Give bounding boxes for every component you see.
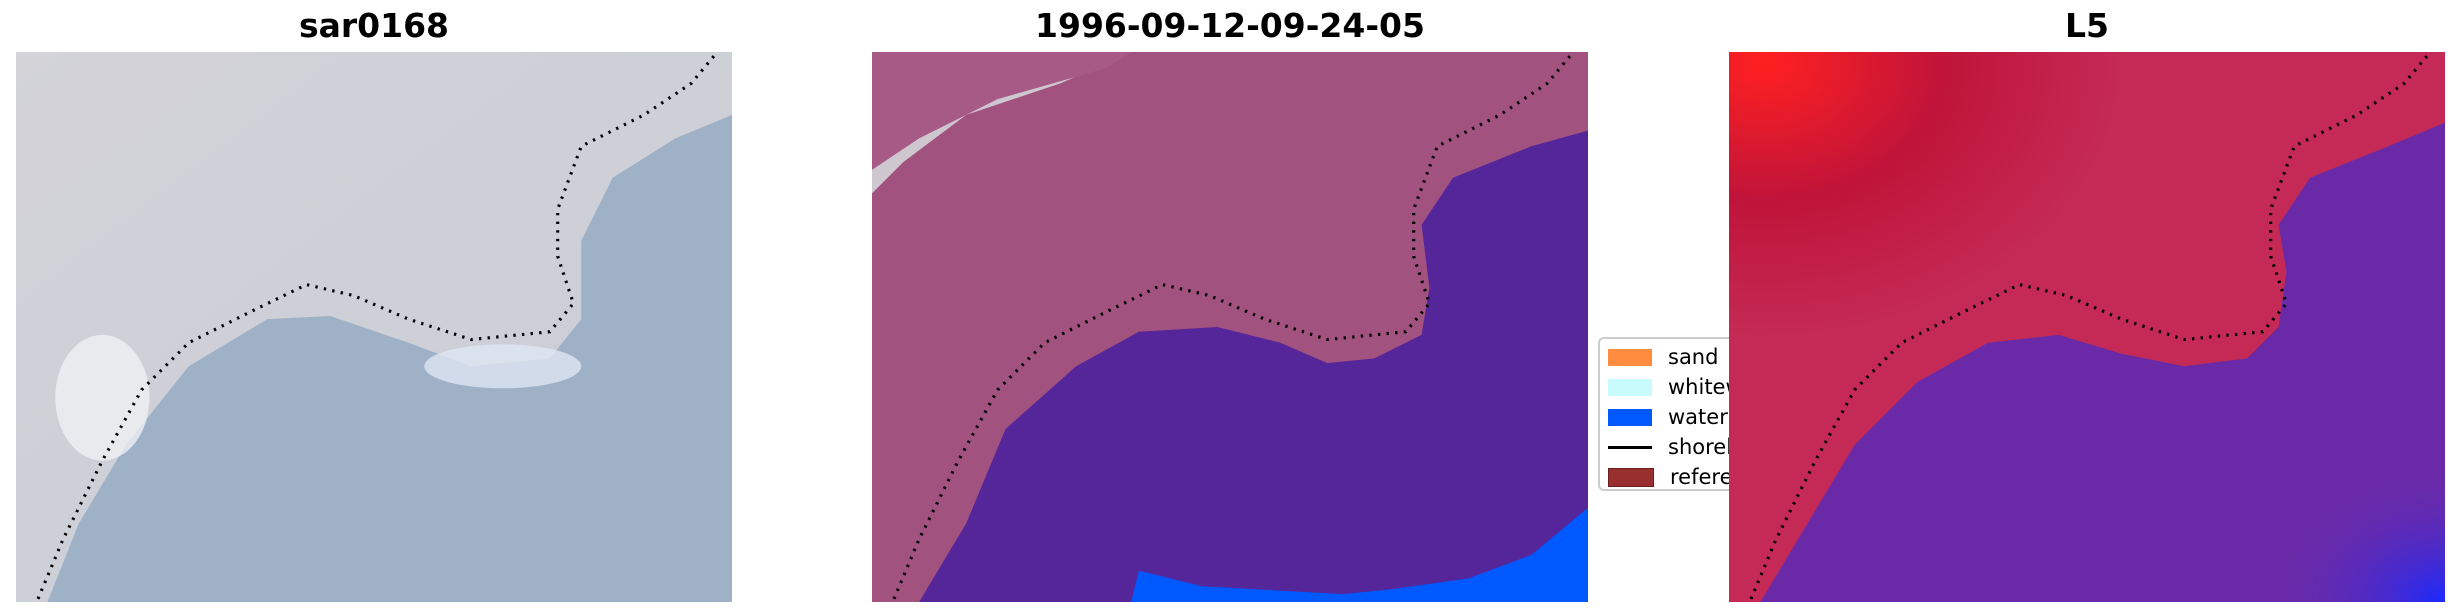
- whitewater-swatch: [1608, 378, 1652, 396]
- reference-swatch: [1608, 467, 1654, 487]
- index-image-panel: [1729, 52, 2445, 602]
- legend-item-sand: sand: [1608, 345, 1718, 369]
- classified-image-panel: [872, 52, 1588, 602]
- legend-item-reference: referer: [1608, 465, 1741, 489]
- legend-label: sand: [1668, 345, 1719, 369]
- legend-item-water: water: [1608, 405, 1728, 429]
- legend-label: water: [1668, 405, 1728, 429]
- panel-title-classified: 1996-09-12-09-24-05: [1035, 6, 1425, 45]
- legend-item-shoreline: shorel: [1608, 435, 1732, 459]
- rgb-image-panel: [16, 52, 732, 602]
- water-swatch: [1608, 408, 1652, 426]
- shoreline-line-swatch: [1608, 445, 1652, 449]
- legend-label: shorel: [1668, 435, 1733, 459]
- panel-title-rgb: sar0168: [298, 6, 450, 45]
- panel-title-index: L5: [2065, 6, 2109, 45]
- sand-swatch: [1608, 348, 1652, 366]
- legend-item-whitewater: whitew: [1608, 375, 1743, 399]
